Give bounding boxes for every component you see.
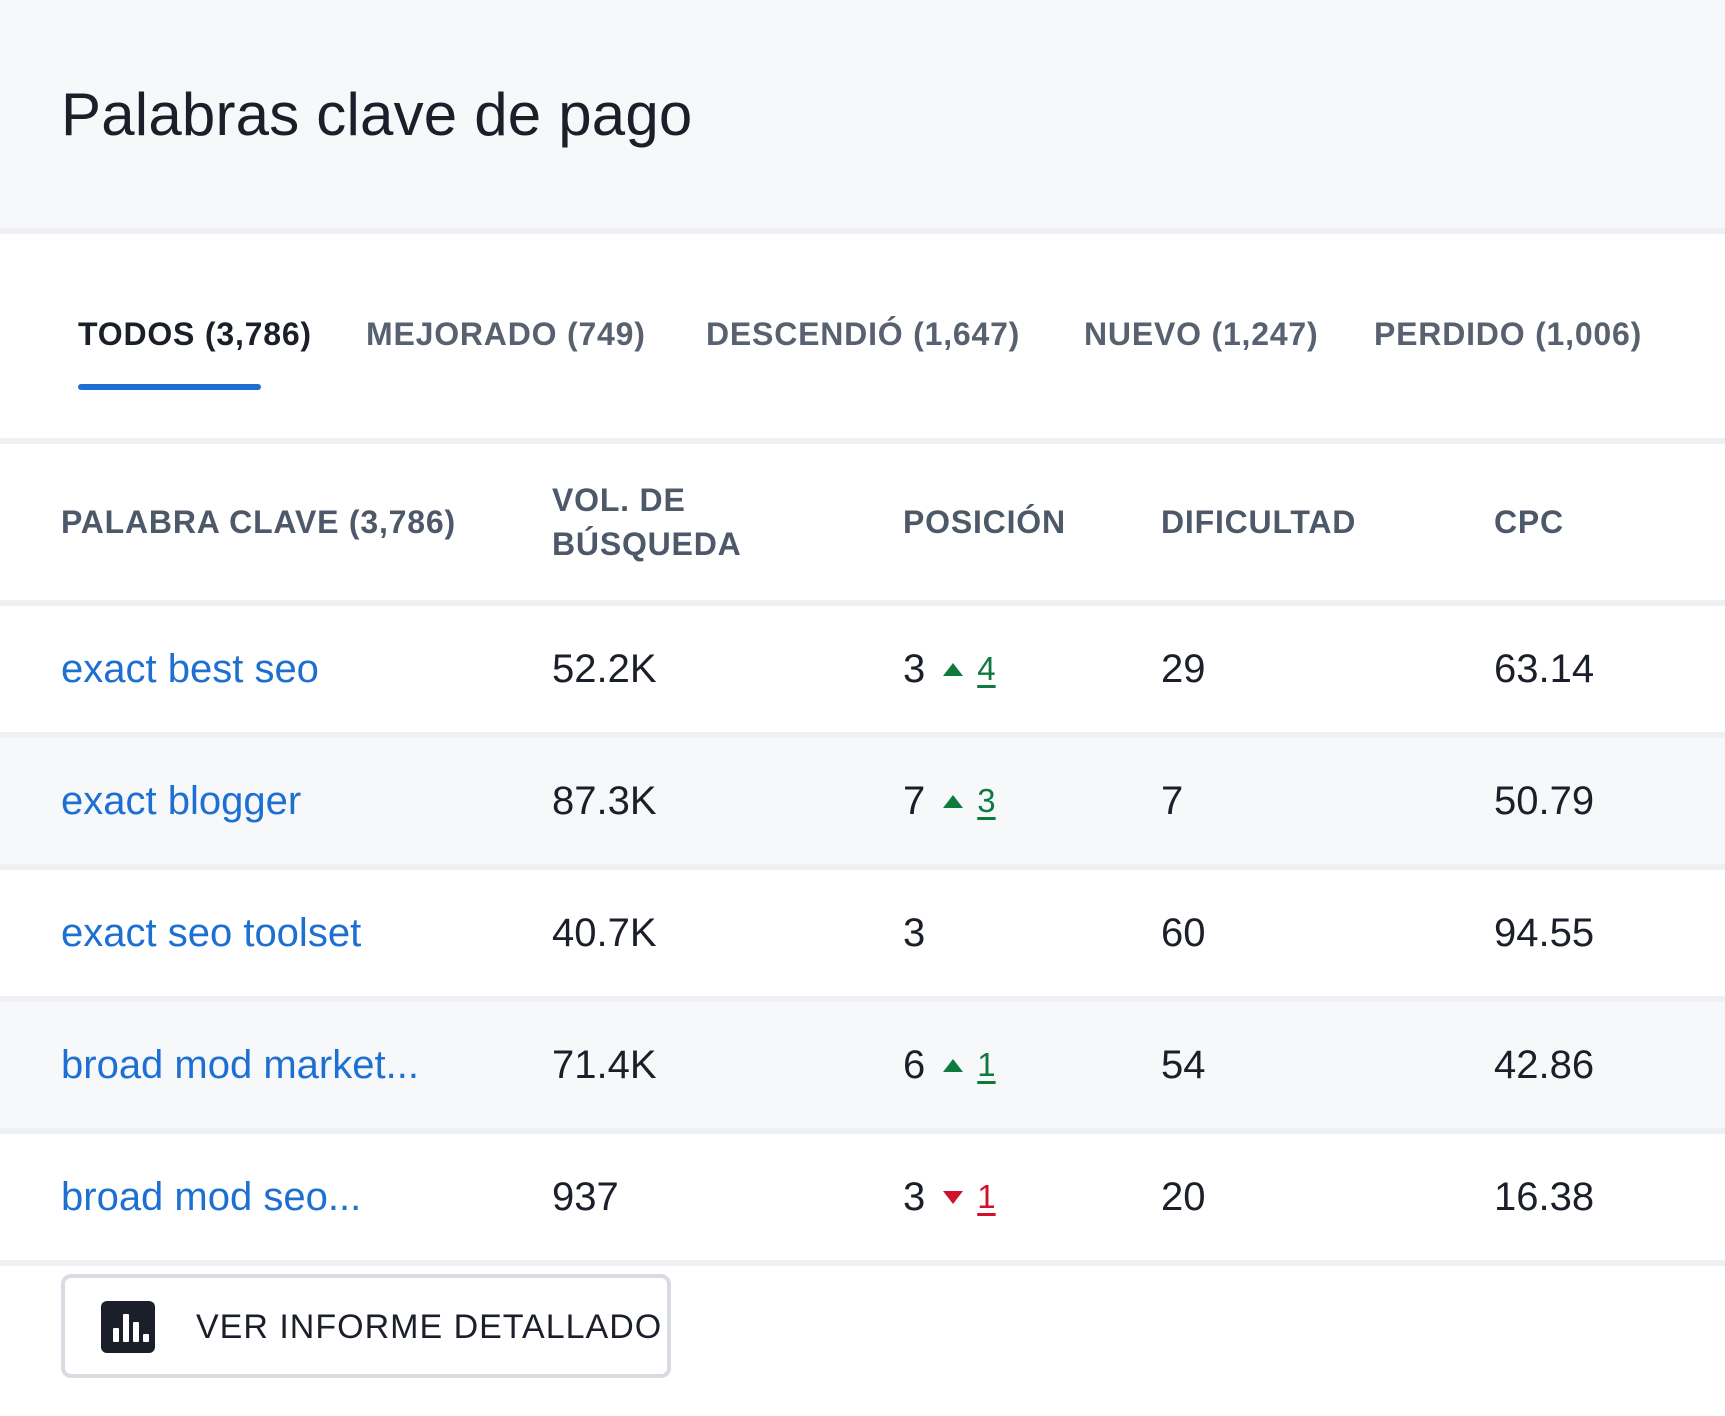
position-value: 3 (903, 910, 926, 955)
keyword-link[interactable]: exact blogger (61, 778, 302, 823)
column-header-volume-line2: BÚSQUEDA (552, 526, 742, 562)
column-header-volume-line1: VOL. DE (552, 482, 686, 518)
search-volume: 40.7K (552, 910, 657, 955)
position-value: 7 (903, 778, 926, 823)
position-change-value: 1 (977, 1178, 996, 1215)
cpc-value: 63.14 (1494, 646, 1595, 691)
view-detailed-report-button[interactable]: VER INFORME DETALLADO (61, 1274, 671, 1378)
search-volume: 71.4K (552, 1042, 657, 1087)
column-header-cpc[interactable]: CPC (1494, 504, 1564, 540)
divider (0, 228, 1725, 234)
triangle-up-icon (943, 794, 964, 808)
row-divider (0, 600, 1725, 606)
position-change[interactable]: 1 (943, 1046, 996, 1084)
column-header-difficulty[interactable]: DIFICULTAD (1161, 504, 1357, 540)
widget-header: Palabras clave de pago (0, 0, 1725, 228)
keywords-table: PALABRA CLAVE (3,786) VOL. DE BÚSQUEDA P… (0, 444, 1725, 1266)
search-volume: 52.2K (552, 646, 657, 691)
tab-descendio[interactable]: DESCENDIÓ (1,647) (706, 316, 1021, 352)
row-divider (0, 996, 1725, 1002)
table-row: broad mod seo... 937 3 1 20 16.38 (0, 1134, 1725, 1260)
column-header-volume[interactable]: VOL. DE BÚSQUEDA (552, 478, 742, 566)
keyword-link[interactable]: broad mod seo... (61, 1174, 362, 1219)
position-value: 6 (903, 1042, 926, 1087)
keyword-link[interactable]: broad mod market... (61, 1042, 419, 1087)
position-value: 3 (903, 646, 926, 691)
cpc-value: 42.86 (1494, 1042, 1595, 1087)
keyword-difficulty: 60 (1161, 910, 1206, 955)
table-header: PALABRA CLAVE (3,786) VOL. DE BÚSQUEDA P… (0, 444, 1725, 600)
column-header-position[interactable]: POSICIÓN (903, 504, 1066, 540)
tab-todos[interactable]: TODOS (3,786) (78, 316, 312, 352)
filter-tabs: TODOS (3,786) MEJORADO (749) DESCENDIÓ (… (0, 234, 1725, 438)
triangle-down-icon (943, 1190, 964, 1204)
bar-chart-icon (101, 1301, 155, 1353)
view-detailed-report-label: VER INFORME DETALLADO (196, 1308, 663, 1346)
position-change[interactable]: 3 (943, 782, 996, 820)
position-change[interactable]: 1 (943, 1178, 996, 1216)
position-change-value: 1 (977, 1046, 996, 1083)
search-volume: 87.3K (552, 778, 657, 823)
keyword-link[interactable]: exact seo toolset (61, 910, 362, 955)
position-cell: 3 (903, 870, 925, 996)
tab-perdido[interactable]: PERDIDO (1,006) (1374, 316, 1643, 352)
keyword-difficulty: 20 (1161, 1174, 1206, 1219)
keyword-difficulty: 7 (1161, 778, 1184, 823)
tab-mejorado[interactable]: MEJORADO (749) (366, 316, 646, 352)
triangle-up-icon (943, 662, 964, 676)
triangle-up-icon (943, 1058, 964, 1072)
row-divider (0, 1260, 1725, 1266)
cpc-value: 16.38 (1494, 1174, 1595, 1219)
table-row: broad mod market... 71.4K 6 1 54 42.86 (0, 1002, 1725, 1128)
table-row: exact best seo 52.2K 3 4 29 63.14 (0, 606, 1725, 732)
cpc-value: 94.55 (1494, 910, 1595, 955)
widget-title: Palabras clave de pago (61, 81, 693, 148)
cpc-value: 50.79 (1494, 778, 1595, 823)
row-divider (0, 732, 1725, 738)
search-volume: 937 (552, 1174, 619, 1219)
column-header-keyword[interactable]: PALABRA CLAVE (3,786) (61, 504, 456, 540)
position-change[interactable]: 4 (943, 650, 996, 688)
keyword-difficulty: 29 (1161, 646, 1206, 691)
row-divider (0, 1128, 1725, 1134)
position-change-value: 4 (977, 650, 996, 687)
tab-nuevo[interactable]: NUEVO (1,247) (1084, 316, 1319, 352)
row-divider (0, 864, 1725, 870)
position-value: 3 (903, 1174, 926, 1219)
table-row: exact blogger 87.3K 7 3 7 50.79 (0, 738, 1725, 864)
keyword-difficulty: 54 (1161, 1042, 1206, 1087)
position-change-value: 3 (977, 782, 996, 819)
divider (0, 438, 1725, 444)
table-body: exact best seo 52.2K 3 4 29 63.14 exact blogge… (0, 606, 1725, 1266)
active-tab-indicator (78, 384, 261, 390)
table-row: exact seo toolset 40.7K 3 60 94.55 (0, 870, 1725, 996)
keyword-link[interactable]: exact best seo (61, 646, 319, 691)
